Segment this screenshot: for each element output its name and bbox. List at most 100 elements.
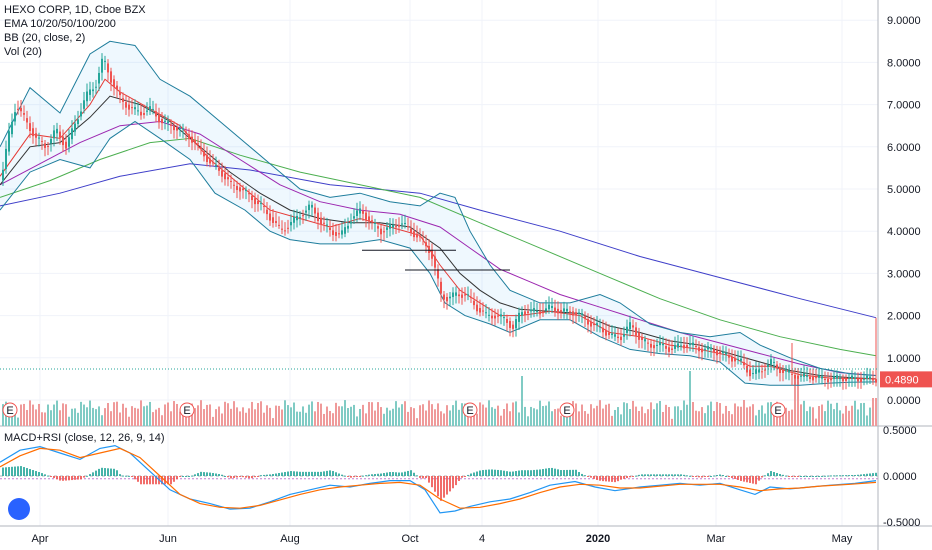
candle-body bbox=[35, 133, 37, 138]
volume-bar bbox=[632, 400, 634, 426]
macd-histogram-bar bbox=[572, 469, 574, 476]
volume-bar bbox=[668, 407, 670, 426]
macd-histogram-bar bbox=[809, 476, 811, 477]
volume-bar bbox=[692, 401, 694, 426]
legend-symbol[interactable]: HEXO CORP, 1D, Cboe BZX bbox=[4, 4, 146, 16]
candle-body bbox=[308, 204, 310, 211]
volume-bar bbox=[647, 409, 649, 426]
macd-histogram-bar bbox=[242, 476, 244, 478]
candle-body bbox=[104, 60, 106, 62]
volume-bar bbox=[746, 407, 748, 426]
candle-body bbox=[809, 376, 811, 380]
candle-body bbox=[455, 292, 457, 296]
earnings-marker bbox=[559, 402, 575, 418]
candle-body bbox=[296, 215, 298, 221]
macd-histogram-bar bbox=[671, 474, 673, 476]
legend-bb[interactable]: BB (20, close, 2) bbox=[4, 32, 86, 44]
volume-bar bbox=[146, 405, 148, 426]
macd-histogram-bar bbox=[461, 476, 463, 478]
volume-bar bbox=[17, 417, 19, 426]
volume-bar bbox=[416, 418, 418, 426]
volume-bar bbox=[806, 411, 808, 426]
legend-macd[interactable]: MACD+RSI (close, 12, 26, 9, 14) bbox=[4, 432, 165, 444]
volume-bar bbox=[677, 406, 679, 426]
macd-histogram-bar bbox=[422, 476, 424, 479]
candle-body bbox=[503, 317, 505, 319]
volume-bar bbox=[584, 411, 586, 426]
macd-histogram-bar bbox=[128, 475, 130, 477]
candle-body bbox=[86, 91, 88, 102]
macd-histogram-bar bbox=[485, 469, 487, 476]
macd-histogram-bar bbox=[848, 475, 850, 477]
macd-histogram-bar bbox=[188, 476, 190, 477]
macd-histogram-bar bbox=[824, 475, 826, 477]
macd-histogram-bar bbox=[518, 470, 520, 476]
volume-bar bbox=[536, 409, 538, 426]
macd-histogram-bar bbox=[428, 476, 430, 483]
volume-bar bbox=[116, 401, 118, 426]
macd-histogram-bar bbox=[194, 474, 196, 476]
candle-body bbox=[200, 147, 202, 149]
macd-histogram-bar bbox=[494, 469, 496, 476]
volume-bar bbox=[308, 404, 310, 426]
candle-body bbox=[218, 167, 220, 171]
volume-bar bbox=[854, 400, 856, 426]
macd-histogram-bar bbox=[716, 475, 718, 477]
candle-body bbox=[590, 321, 592, 327]
macd-histogram-bar bbox=[710, 476, 712, 477]
price-tick-label: 1.0000 bbox=[887, 353, 921, 365]
volume-bar bbox=[728, 411, 730, 426]
candle-body bbox=[719, 351, 721, 354]
macd-histogram-bar bbox=[677, 474, 679, 476]
volume-bar bbox=[458, 409, 460, 426]
volume-bar bbox=[362, 404, 364, 426]
legend-ema[interactable]: EMA 10/20/50/100/200 bbox=[4, 18, 116, 30]
macd-histogram-bar bbox=[173, 476, 175, 482]
macd-histogram-bar bbox=[110, 468, 112, 476]
macd-histogram-bar bbox=[665, 474, 667, 476]
bollinger-band-fill bbox=[0, 41, 876, 386]
macd-histogram-bar bbox=[260, 475, 262, 477]
macd-histogram-bar bbox=[335, 472, 337, 476]
candle-body bbox=[377, 226, 379, 229]
volume-bar bbox=[110, 411, 112, 426]
candle-body bbox=[569, 311, 571, 313]
macd-histogram-bar bbox=[416, 475, 418, 477]
candle-body bbox=[812, 376, 814, 381]
tradingview-logo[interactable] bbox=[8, 498, 30, 520]
candle-body bbox=[659, 341, 661, 346]
candle-body bbox=[170, 124, 172, 126]
macd-histogram-bar bbox=[620, 476, 622, 480]
macd-histogram-bar bbox=[599, 476, 601, 481]
candle-body bbox=[596, 323, 598, 326]
macd-histogram-bar bbox=[758, 476, 760, 481]
macd-histogram-bar bbox=[590, 476, 592, 478]
candle-body bbox=[854, 377, 856, 379]
candle-body bbox=[53, 130, 55, 139]
candle-body bbox=[563, 308, 565, 312]
volume-bar bbox=[662, 411, 664, 426]
candle-body bbox=[767, 365, 769, 368]
volume-bar bbox=[809, 406, 811, 426]
candle-body bbox=[260, 203, 262, 205]
volume-bar bbox=[710, 401, 712, 426]
volume-bar bbox=[785, 407, 787, 426]
candle-body bbox=[788, 370, 790, 373]
volume-bar bbox=[593, 408, 595, 426]
candle-body bbox=[314, 207, 316, 214]
volume-bar bbox=[545, 405, 547, 426]
macd-histogram-bar bbox=[833, 475, 835, 477]
candle-body bbox=[698, 347, 700, 352]
macd-tick-label: -0.5000 bbox=[883, 517, 920, 529]
candle-body bbox=[179, 128, 181, 130]
volume-bar bbox=[386, 407, 388, 426]
candle-body bbox=[551, 305, 553, 309]
earnings-label: E bbox=[563, 405, 570, 417]
volume-bar bbox=[506, 403, 508, 426]
candle-body bbox=[470, 297, 472, 299]
time-tick-label: Aug bbox=[280, 533, 300, 545]
legend-volume[interactable]: Vol (20) bbox=[4, 46, 42, 58]
volume-bar bbox=[539, 400, 541, 426]
volume-bar bbox=[41, 412, 43, 426]
